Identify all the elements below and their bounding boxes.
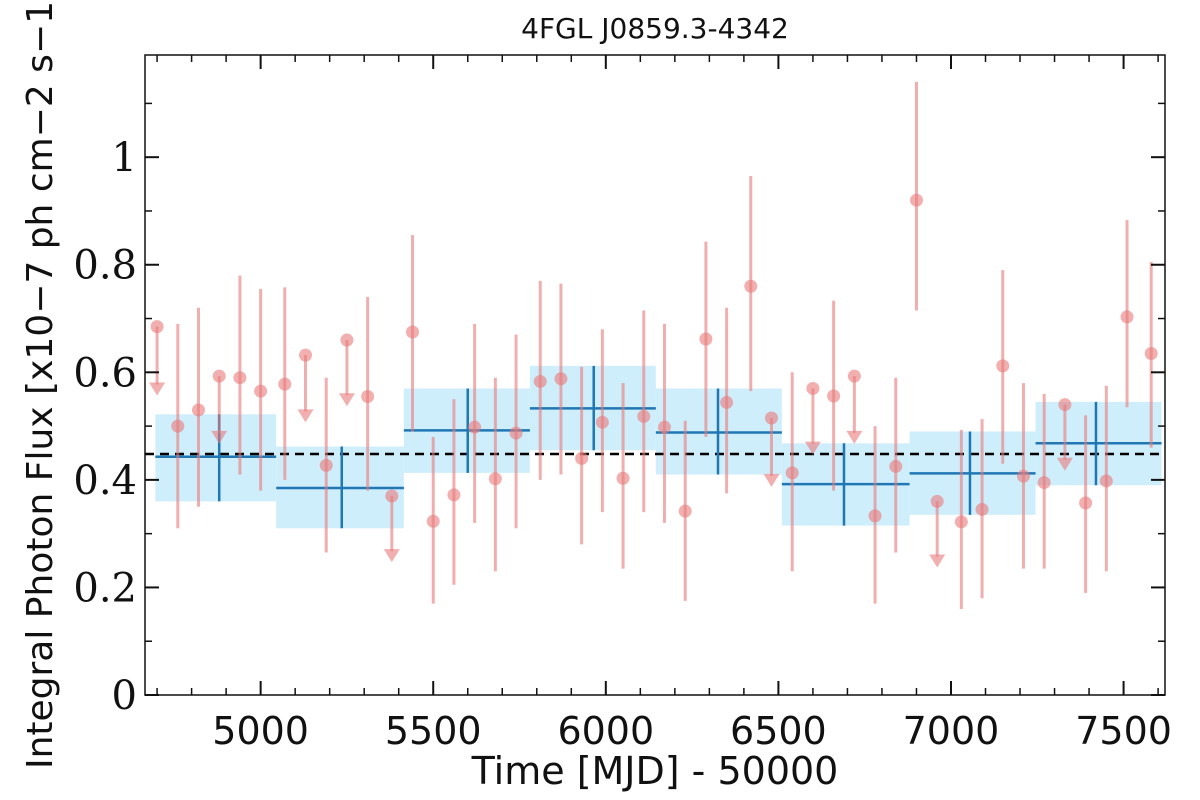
- upper-limit-point: [1058, 398, 1072, 412]
- upper-limit-point: [847, 369, 861, 383]
- flux-point: [657, 420, 671, 434]
- upper-limit-point: [340, 333, 354, 347]
- upper-limit-arrow: [763, 473, 780, 487]
- flux-point: [720, 395, 734, 409]
- upper-limit-point: [930, 494, 944, 508]
- upper-limit-point: [150, 320, 164, 334]
- flux-point: [192, 403, 206, 417]
- flux-point: [889, 459, 903, 473]
- flux-point: [1079, 496, 1093, 510]
- flux-point: [1099, 474, 1113, 488]
- flux-point: [426, 514, 440, 528]
- flux-point: [468, 420, 482, 434]
- flux-point: [319, 458, 333, 472]
- upper-limit-point: [385, 489, 399, 503]
- upper-limit-point: [212, 369, 226, 383]
- flux-point: [447, 488, 461, 502]
- x-tick-label: 7500: [1075, 709, 1172, 753]
- flux-point: [554, 372, 568, 386]
- upper-limit-point: [806, 381, 820, 395]
- flux-point: [595, 415, 609, 429]
- flux-point: [678, 504, 692, 518]
- flux-point: [171, 419, 185, 433]
- y-tick-label: 0.6: [73, 350, 137, 396]
- flux-point: [975, 502, 989, 516]
- x-tick-label: 5000: [212, 709, 309, 753]
- flux-point: [1016, 469, 1030, 483]
- flux-point: [509, 426, 523, 440]
- upper-limit-arrow: [929, 554, 946, 568]
- flux-point: [996, 359, 1010, 373]
- flux-point: [868, 509, 882, 523]
- x-tick-label: 6500: [730, 709, 827, 753]
- x-axis-label: Time [MJD] - 50000: [471, 749, 839, 793]
- flux-point: [1037, 476, 1051, 490]
- upper-limit-arrow: [211, 430, 228, 444]
- y-tick-label: 1: [112, 135, 137, 181]
- flux-point: [278, 377, 292, 391]
- y-tick-label: 0: [112, 673, 137, 719]
- flux-point: [909, 193, 923, 207]
- flux-point: [785, 466, 799, 480]
- flux-point: [699, 332, 713, 346]
- fine-bin-points: [149, 81, 1158, 609]
- flux-point: [254, 384, 268, 398]
- coarse-bin-markers: [155, 365, 1162, 529]
- flux-point: [406, 325, 420, 339]
- x-tick-label: 7000: [903, 709, 1000, 753]
- flux-point: [1120, 310, 1134, 324]
- flux-point: [533, 374, 547, 388]
- flux-point: [954, 515, 968, 529]
- flux-point: [1144, 346, 1158, 360]
- upper-limit-arrow: [383, 549, 400, 563]
- upper-limit-arrow: [1056, 457, 1073, 471]
- flux-point: [637, 409, 651, 423]
- upper-limit-point: [299, 348, 313, 362]
- x-tick-label: 6000: [557, 709, 654, 753]
- upper-limit-arrow: [297, 409, 314, 423]
- flux-point: [575, 451, 589, 465]
- flux-point: [361, 390, 375, 404]
- flux-point: [744, 279, 758, 293]
- upper-limit-arrow: [804, 441, 821, 455]
- upper-limit-arrow: [338, 393, 355, 407]
- flux-point: [233, 371, 247, 385]
- flux-point: [616, 471, 630, 485]
- axes-frame: [144, 54, 1166, 696]
- upper-limit-arrow: [846, 430, 863, 444]
- upper-limit-point: [764, 411, 778, 425]
- flux-point: [827, 389, 841, 403]
- axis-ticks: 5000 5500 6000 6500 7000 7500 0 0.2 0.4 0.6 0.8 1: [73, 55, 1172, 753]
- flux-point: [488, 472, 502, 486]
- y-tick-label: 0.2: [73, 565, 137, 611]
- upper-limit-arrow: [149, 382, 166, 396]
- plot-frame: [144, 54, 1166, 696]
- chart-title: 4FGL J0859.3-4342: [521, 12, 789, 45]
- y-axis-label: Integral Photon Flux [x10−7 ph cm−2 s−1]: [20, 0, 61, 769]
- y-tick-label: 0.4: [73, 458, 137, 504]
- x-tick-label: 5500: [385, 709, 482, 753]
- y-tick-label: 0.8: [73, 243, 137, 289]
